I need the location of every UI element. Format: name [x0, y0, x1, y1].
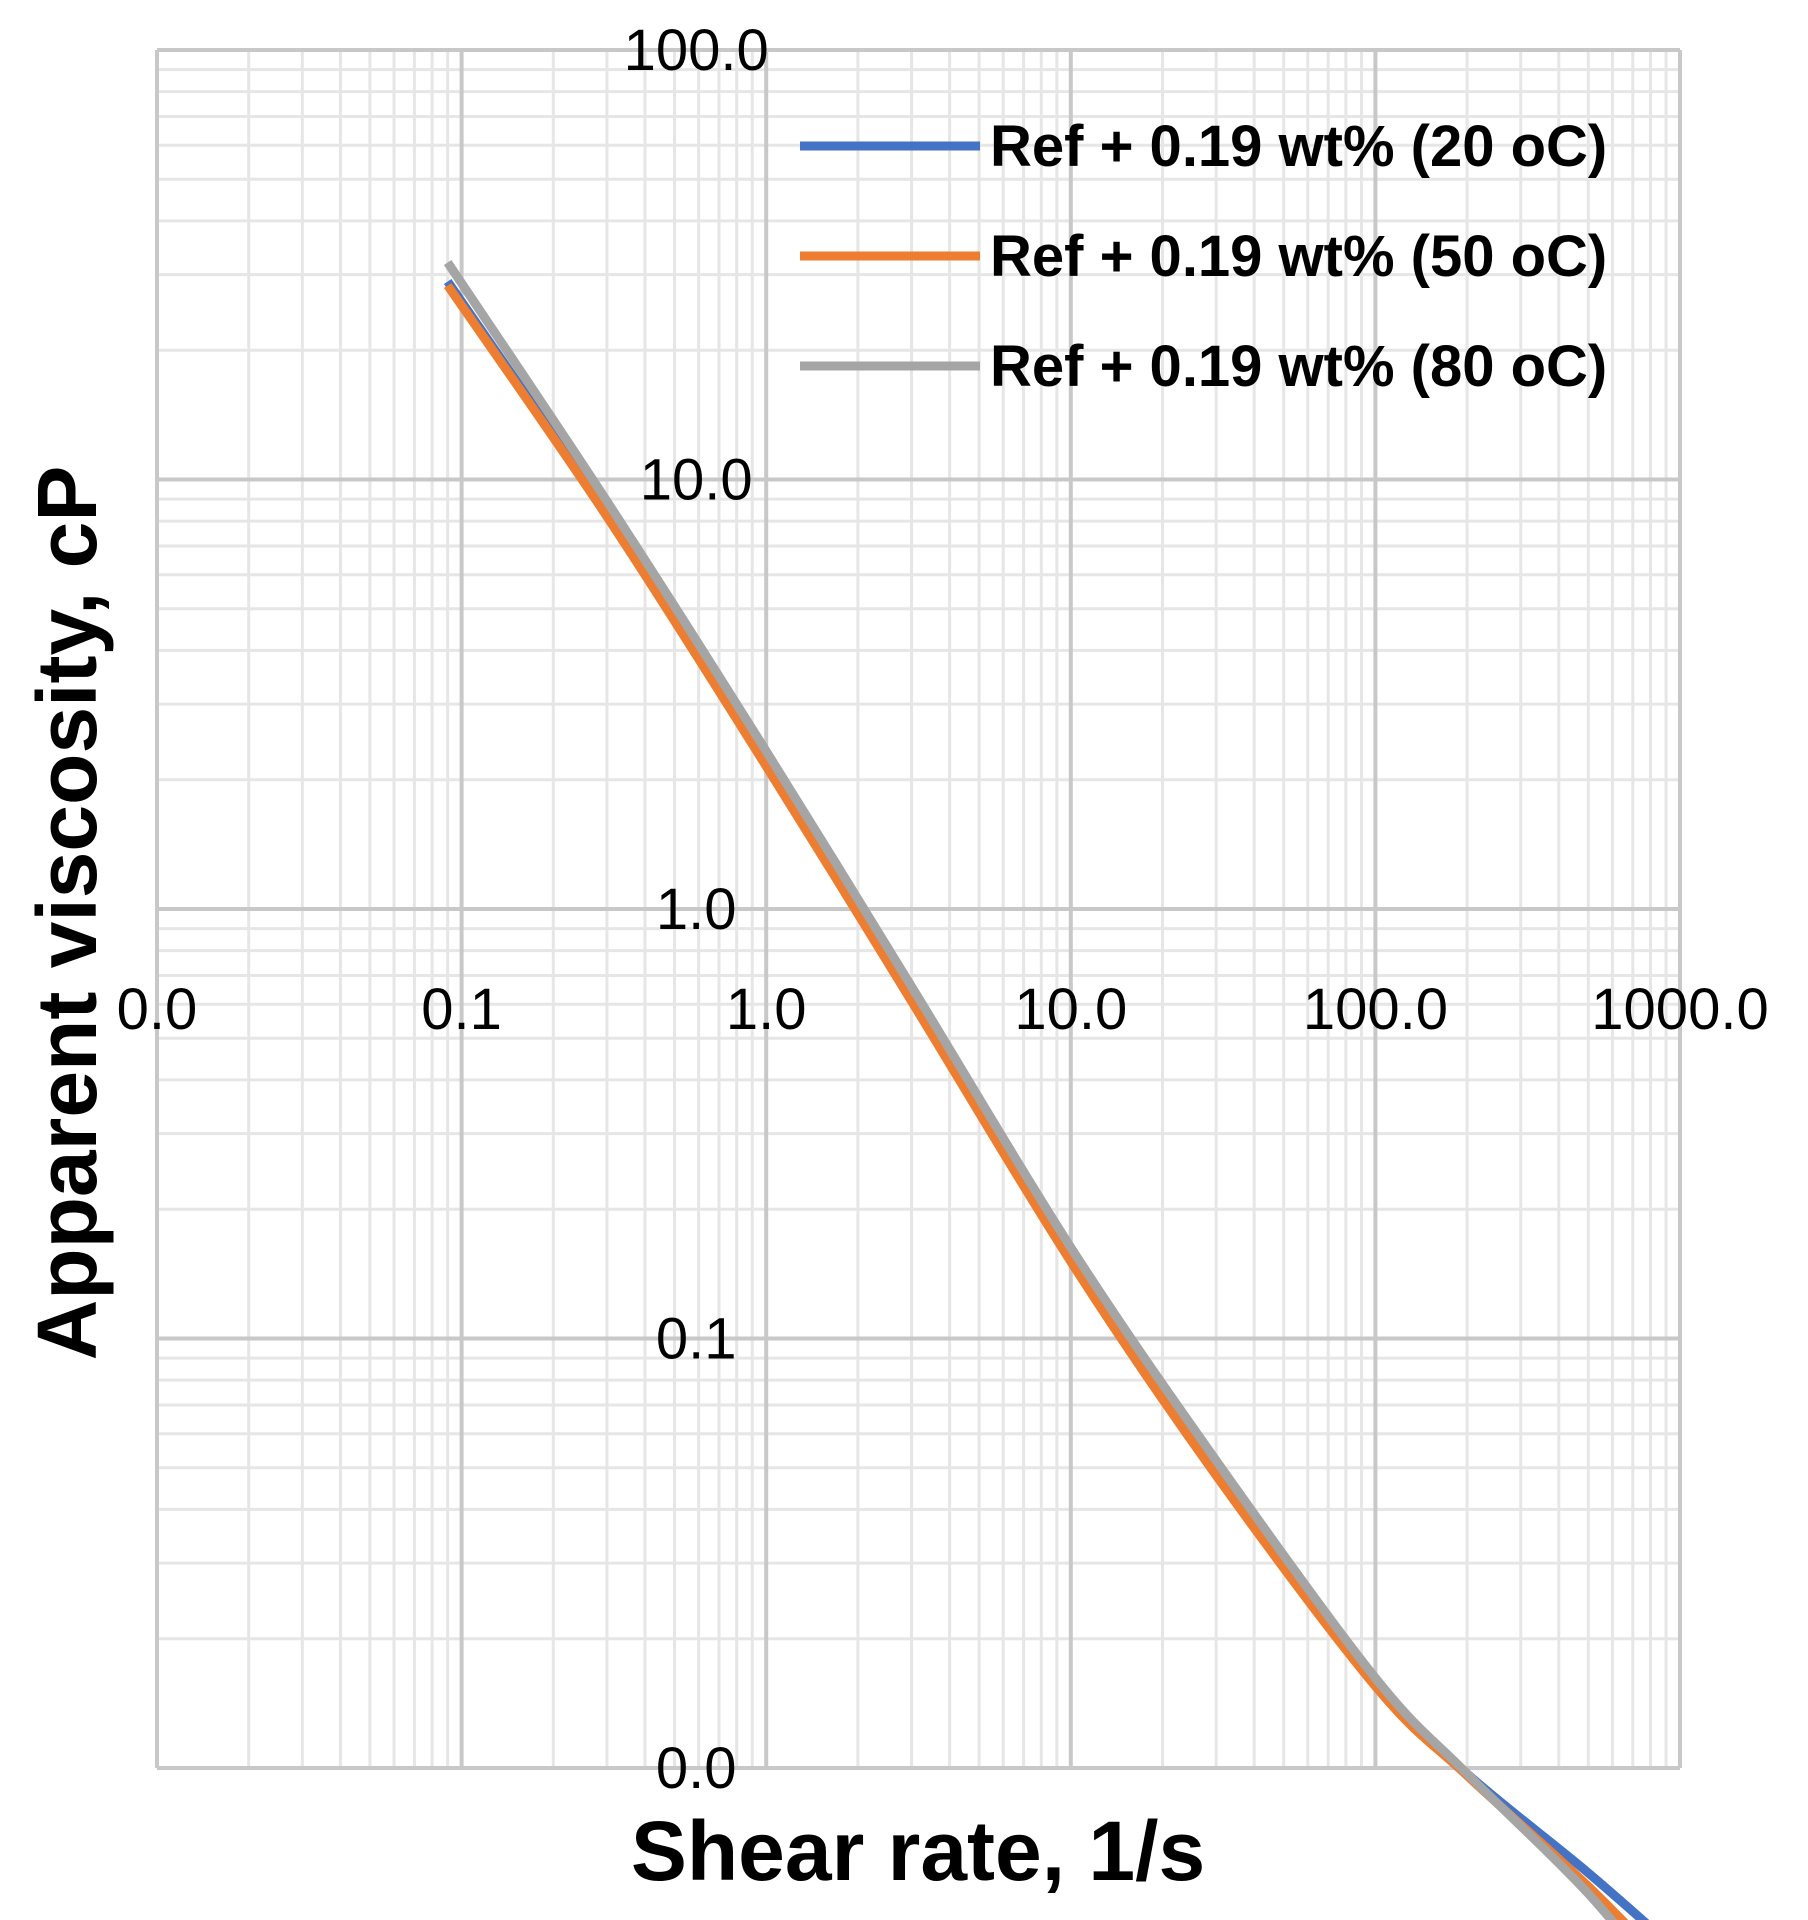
major-gridlines — [155, 48, 1682, 1770]
y-tick-label: 10.0 — [640, 448, 753, 513]
x-tick-label: 10.0 — [1014, 977, 1127, 1042]
series-lines — [443, 260, 1650, 1920]
y-tick-label: 0.0 — [656, 1736, 737, 1801]
series-line-3 — [443, 260, 1618, 1920]
x-tick-label: 1000.0 — [1591, 977, 1768, 1042]
x-tick-label: 0.0 — [117, 977, 198, 1042]
x-axis-title: Shear rate, 1/s — [631, 1804, 1205, 1898]
legend: Ref + 0.19 wt% (20 oC) Ref + 0.19 wt% (50… — [800, 114, 1607, 399]
y-tick-label: 1.0 — [656, 877, 737, 942]
y-axis-title: Apparent viscosity, cP — [20, 466, 114, 1361]
tick-labels: 0.0 0.1 1.0 10.0 100.0 1000.0 0.0 0.1 1.0 10.0 100… — [117, 18, 1769, 1801]
legend-label-2: Ref + 0.19 wt% (50 oC) — [990, 224, 1607, 289]
legend-label-3: Ref + 0.19 wt% (80 oC) — [990, 334, 1607, 399]
y-tick-label: 100.0 — [624, 18, 769, 83]
x-tick-label: 1.0 — [726, 977, 807, 1042]
x-tick-label: 0.1 — [421, 977, 502, 1042]
x-tick-label: 100.0 — [1303, 977, 1448, 1042]
legend-label-1: Ref + 0.19 wt% (20 oC) — [990, 114, 1607, 179]
y-tick-label: 0.1 — [656, 1307, 737, 1372]
